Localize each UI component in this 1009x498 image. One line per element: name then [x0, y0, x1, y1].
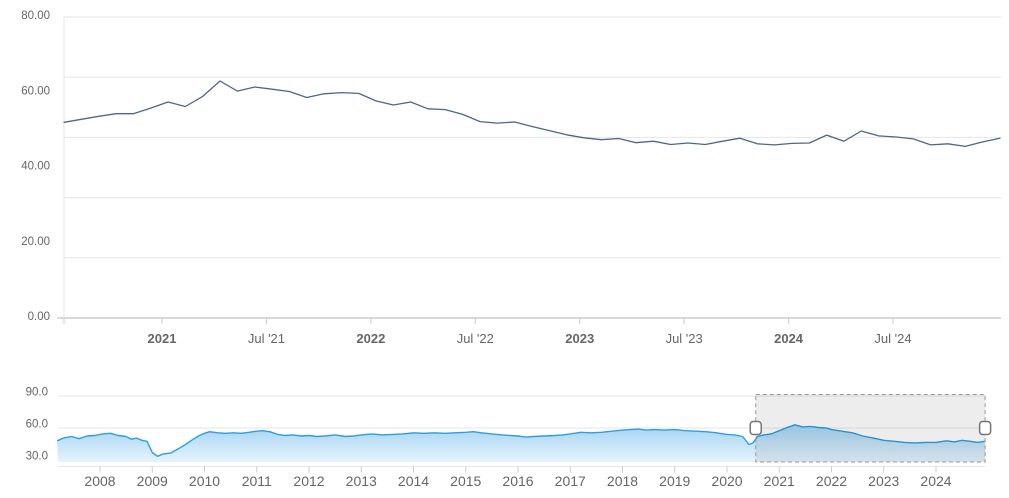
navigator-y-axis-label: 60.0 [26, 419, 48, 431]
main-y-axis-label: 0.00 [28, 311, 50, 323]
main-x-axis-label: 2023 [565, 331, 594, 346]
main-x-axis-label: 2021 [148, 331, 177, 346]
navigator-x-axis-label: 2009 [137, 473, 168, 489]
navigator-y-axis-label: 30.0 [26, 451, 48, 463]
navigator-x-axis-label: 2014 [398, 473, 429, 489]
navigator-x-axis-label: 2013 [346, 473, 377, 489]
navigator-left-handle[interactable] [749, 420, 762, 436]
navigator-x-axis-label: 2020 [711, 473, 742, 489]
navigator-x-axis-label: 2011 [242, 473, 272, 489]
navigator-x-axis-label: 2008 [84, 473, 115, 489]
main-y-axis-label: 80.00 [21, 10, 50, 22]
navigator-x-axis-label: 2012 [293, 473, 324, 489]
navigator-y-axis-label: 90.0 [26, 387, 48, 399]
main-y-axis-label: 40.00 [21, 161, 50, 173]
navigator-x-axis-label: 2019 [659, 473, 690, 489]
navigator-x-axis-label: 2024 [920, 473, 951, 489]
main-y-axis-label: 60.00 [21, 85, 50, 97]
main-x-axis-label: Jul '23 [666, 331, 703, 346]
navigator-x-axis-label: 2018 [607, 473, 638, 489]
navigator-x-axis-label: 2017 [555, 473, 586, 489]
navigator-x-axis-label: 2021 [764, 473, 795, 489]
main-x-axis-label: Jul '24 [874, 331, 911, 346]
navigator-x-axis-label: 2016 [502, 473, 533, 489]
navigator-selected-range[interactable] [755, 394, 986, 463]
main-y-axis-label: 20.00 [21, 236, 50, 248]
navigator-x-axis-label: 2023 [868, 473, 899, 489]
navigator-x-axis-label: 2015 [450, 473, 481, 489]
main-x-axis-label: Jul '22 [457, 331, 494, 346]
navigator-line-series [56, 424, 986, 457]
main-x-axis-label: 2022 [356, 331, 385, 346]
navigator-x-axis-label: 2022 [816, 473, 847, 489]
main-x-axis-label: Jul '21 [248, 331, 285, 346]
price-line-series [63, 80, 1001, 148]
navigator-area-series [57, 424, 986, 462]
navigator-right-handle[interactable] [978, 420, 992, 436]
navigator-x-axis-label: 2010 [189, 473, 220, 489]
main-x-axis-label: 2024 [774, 331, 804, 346]
